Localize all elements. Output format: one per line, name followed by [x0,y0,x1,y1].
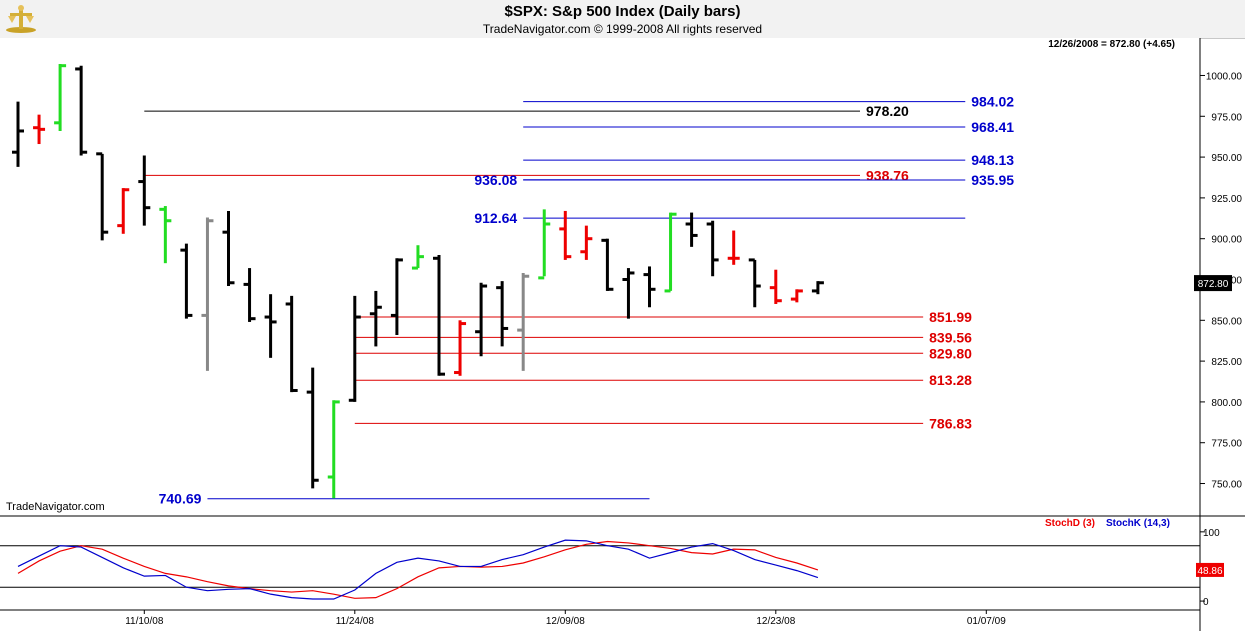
level-label: 935.95 [971,172,1014,188]
price-bar [559,210,572,260]
price-panel: 1000.00975.00950.00925.00900.00875.00850… [12,64,1242,507]
price-bar [538,209,551,280]
level-label: 829.80 [929,345,972,361]
level-label: 968.41 [971,119,1014,135]
copyright-text: TradeNavigator.com © 1999-2008 All right… [482,22,763,36]
price-bar [348,295,361,402]
price-bar [454,320,467,376]
price-bar [180,243,193,319]
level-label: 912.64 [474,210,517,226]
price-bar [222,210,235,287]
price-bar [285,295,298,393]
price-bar [75,65,88,156]
level-label: 839.56 [929,329,972,345]
price-bar [727,230,740,265]
level-label: 984.02 [971,94,1014,110]
y-tick-label: 825.00 [1211,357,1242,368]
stochastic-line [17,539,819,600]
y-tick-label: 775.00 [1211,439,1242,450]
price-bar [117,188,130,234]
price-bar [580,225,593,260]
x-tick-label: 12/09/08 [546,616,585,627]
price-bar [496,281,509,347]
date-axis: 11/10/08 11/24/08 12/09/08 12/23/08 01/07/09 [125,610,1006,627]
y-tick-label: 800.00 [1211,398,1242,409]
price-bar [475,282,488,357]
price-bar [327,400,340,499]
level-label: 978.20 [866,103,909,119]
legend-stochd: StochD (3) [1045,518,1095,529]
price-bar [54,64,67,131]
level-label: 851.99 [929,309,972,325]
x-tick-label: 11/10/08 [125,616,164,627]
x-tick-label: 01/07/09 [967,616,1006,627]
price-bar [243,268,256,322]
level-label: 938.76 [866,167,909,183]
last-value-tag [1196,562,1224,577]
y-tick-label: 850.00 [1211,316,1242,327]
last-price-label: 872.80 [1198,279,1229,290]
chart-area: 12/26/2008 = 872.80 (+4.65) TradeNavigat… [0,38,1245,631]
price-bar [33,114,46,145]
price-bar [390,258,403,335]
x-tick-label: 12/23/08 [756,616,795,627]
price-bar [201,217,214,371]
y-tick-label: 750.00 [1211,480,1242,491]
price-bar [643,266,656,308]
price-bar [664,212,677,293]
y-tick-label: 975.00 [1211,112,1242,123]
price-bar [96,152,109,241]
last-price-tag [1194,275,1232,292]
price-bar [138,155,151,226]
price-bar [159,206,172,264]
price-bar [685,212,698,247]
y-tick-label: 925.00 [1211,194,1242,205]
price-bar [601,238,614,291]
y-tick-label: 1000.00 [1206,71,1243,82]
stochastic-line [17,540,819,599]
trade-navigator-logo-icon [6,5,36,33]
status-readout: 12/26/2008 = 872.80 (+4.65) [1048,39,1175,50]
price-bar [622,268,635,319]
price-bar [517,272,530,371]
y-tick-label: 100 [1203,528,1220,539]
level-label: 786.83 [929,415,972,431]
level-label: 740.69 [159,491,202,507]
price-bar [411,245,424,270]
price-bar [769,269,782,304]
stochastic-panel: 100500StochD (3)StochK (14,3)48.86 [0,518,1224,608]
chart-title: $SPX: S&p 500 Index (Daily bars) [504,3,741,20]
level-label: 948.13 [971,152,1014,168]
price-bar [790,289,803,303]
price-bar [306,367,319,489]
chart-header: $SPX: S&p 500 Index (Daily bars) TradeNa… [0,0,1245,39]
y-tick-label: 900.00 [1211,235,1242,246]
price-bar [264,294,277,358]
level-label: 936.08 [474,172,517,188]
price-bar [433,255,445,376]
legend-stochk: StochK (14,3) [1106,518,1170,529]
y-tick-label: 950.00 [1211,153,1242,164]
watermark-text: TradeNavigator.com [6,501,105,513]
price-bar [811,281,824,295]
x-tick-label: 11/24/08 [336,616,375,627]
price-bar [369,290,382,347]
level-label: 813.28 [929,372,972,388]
price-bar [748,258,761,308]
last-value-label: 48.86 [1197,566,1222,577]
price-bar [706,220,719,277]
y-tick-label: 0 [1203,597,1209,608]
price-bar [12,101,24,167]
